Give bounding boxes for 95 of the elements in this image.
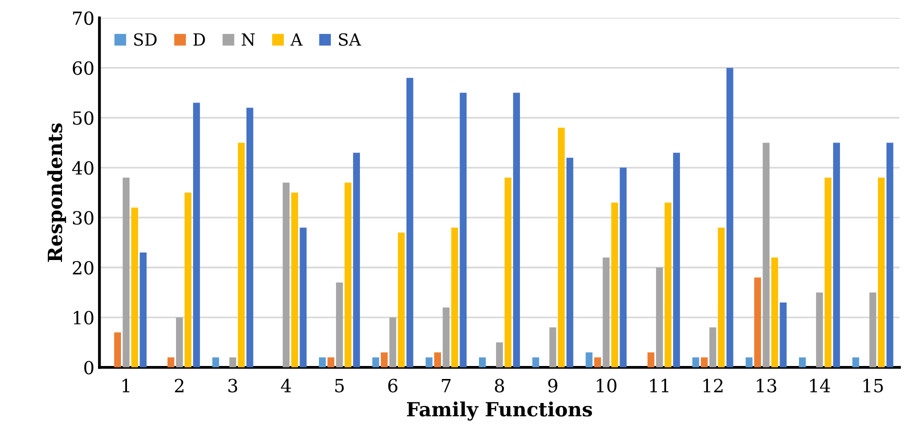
legend-label: D — [193, 33, 205, 46]
bar — [664, 202, 672, 368]
x-tick-label: 12 — [704, 378, 723, 392]
legend-label: N — [242, 33, 255, 46]
x-tick-label: 6 — [388, 378, 398, 392]
bar — [114, 332, 121, 368]
x-tick-label: 14 — [810, 378, 830, 392]
bar — [336, 282, 343, 368]
bar — [389, 317, 396, 368]
bar — [229, 357, 236, 368]
y-tick-label: 0 — [84, 360, 94, 374]
bar — [611, 202, 618, 368]
bar — [140, 252, 147, 368]
x-tick-label: 11 — [650, 378, 668, 392]
bar — [167, 357, 174, 368]
legend-label: SA — [338, 33, 362, 46]
y-tick-label: 40 — [72, 161, 94, 175]
legend-label: SD — [134, 33, 157, 46]
bar — [746, 357, 752, 368]
x-tick-label: 9 — [548, 378, 558, 392]
bar — [754, 278, 762, 368]
x-tick-label: 1 — [122, 378, 130, 392]
x-axis-title: Family Functions — [406, 402, 592, 421]
x-tick-label: 10 — [596, 378, 616, 392]
bar — [558, 128, 565, 368]
x-tick-label: 2 — [174, 378, 184, 392]
bar — [798, 357, 806, 368]
y-tick-label: 20 — [72, 260, 94, 275]
x-tick-label: 8 — [494, 378, 504, 392]
bar — [824, 178, 832, 368]
x-tick-label: 15 — [864, 378, 883, 392]
bar — [131, 208, 138, 368]
x-tick-label: 4 — [280, 378, 291, 392]
bar — [282, 182, 290, 368]
bar — [300, 228, 307, 368]
bar — [353, 152, 360, 368]
bar — [620, 168, 627, 368]
bar — [780, 302, 787, 368]
bar — [656, 268, 663, 368]
bar — [833, 142, 840, 368]
bar — [594, 357, 602, 368]
x-tick-label: 5 — [335, 379, 344, 392]
bar — [478, 357, 486, 368]
bar — [709, 327, 716, 368]
bar — [328, 357, 334, 368]
bar — [434, 352, 442, 368]
bar — [648, 352, 654, 368]
bar — [726, 68, 734, 368]
bar — [852, 357, 860, 368]
y-tick-label: 60 — [72, 61, 94, 75]
bar — [176, 317, 183, 368]
bar — [426, 357, 432, 368]
bar — [451, 228, 458, 368]
bar — [513, 92, 520, 368]
bar — [886, 142, 894, 368]
bar — [122, 178, 130, 368]
bar — [238, 142, 245, 368]
bar — [878, 178, 885, 368]
bar — [460, 92, 467, 368]
x-tick-label: 3 — [228, 378, 238, 392]
bar — [318, 357, 326, 368]
bar — [602, 258, 610, 368]
bar — [532, 357, 540, 368]
bar — [549, 327, 556, 368]
legend-label: A — [290, 33, 303, 46]
bar — [212, 357, 220, 368]
bar — [184, 192, 192, 368]
bar — [442, 307, 450, 368]
bar — [816, 292, 823, 368]
bar — [762, 142, 770, 368]
bar — [692, 357, 700, 368]
x-tick-label: 7 — [442, 379, 451, 392]
bar — [771, 258, 778, 368]
bar — [586, 352, 592, 368]
bar — [246, 108, 254, 368]
y-axis-title: Respondents — [47, 123, 66, 262]
bar — [718, 228, 725, 368]
bar — [344, 182, 352, 368]
y-tick-label: 70 — [73, 11, 94, 26]
bar — [673, 152, 680, 368]
bar — [504, 178, 512, 368]
bar — [193, 102, 200, 368]
y-tick-label: 30 — [72, 211, 94, 225]
bar — [496, 342, 503, 368]
y-tick-label: 10 — [74, 310, 94, 325]
bar — [380, 352, 388, 368]
bar — [291, 192, 298, 368]
bar — [372, 357, 380, 368]
y-tick-label: 50 — [73, 111, 94, 125]
bar — [398, 232, 405, 368]
bar — [406, 78, 414, 368]
x-tick-label: 13 — [756, 378, 776, 392]
bar — [700, 357, 708, 368]
bar — [566, 158, 574, 368]
bar — [869, 292, 876, 368]
